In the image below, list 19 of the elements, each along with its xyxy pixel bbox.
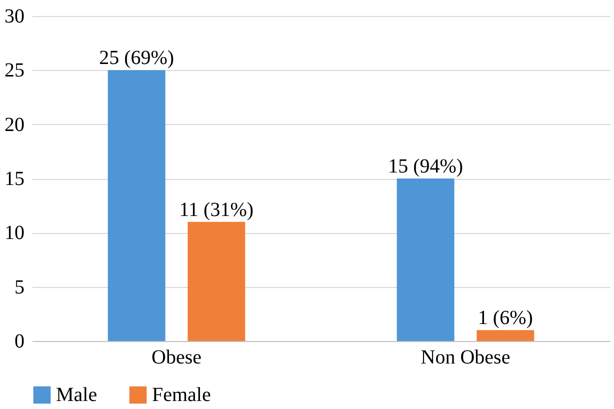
legend-label: Male xyxy=(56,384,98,406)
y-tick-label: 20 xyxy=(4,114,24,136)
bar xyxy=(476,330,534,341)
y-tick-label: 10 xyxy=(4,222,24,244)
bar xyxy=(188,222,246,341)
data-label: 1 (6%) xyxy=(478,307,533,330)
y-tick-label: 30 xyxy=(4,6,24,28)
bar xyxy=(396,178,454,341)
legend-label: Female xyxy=(152,384,211,406)
x-tick-label: Obese xyxy=(152,346,202,368)
y-tick-label: 25 xyxy=(4,60,24,82)
data-label: 25 (69%) xyxy=(99,47,174,70)
y-tick-label: 5 xyxy=(14,276,24,298)
x-tick-label: Non Obese xyxy=(420,346,510,368)
data-label: 11 (31%) xyxy=(179,198,254,221)
y-tick-label: 15 xyxy=(4,168,24,190)
y-tick-label: 0 xyxy=(14,330,24,352)
data-label: 15 (94%) xyxy=(388,156,464,178)
bar xyxy=(108,70,166,341)
